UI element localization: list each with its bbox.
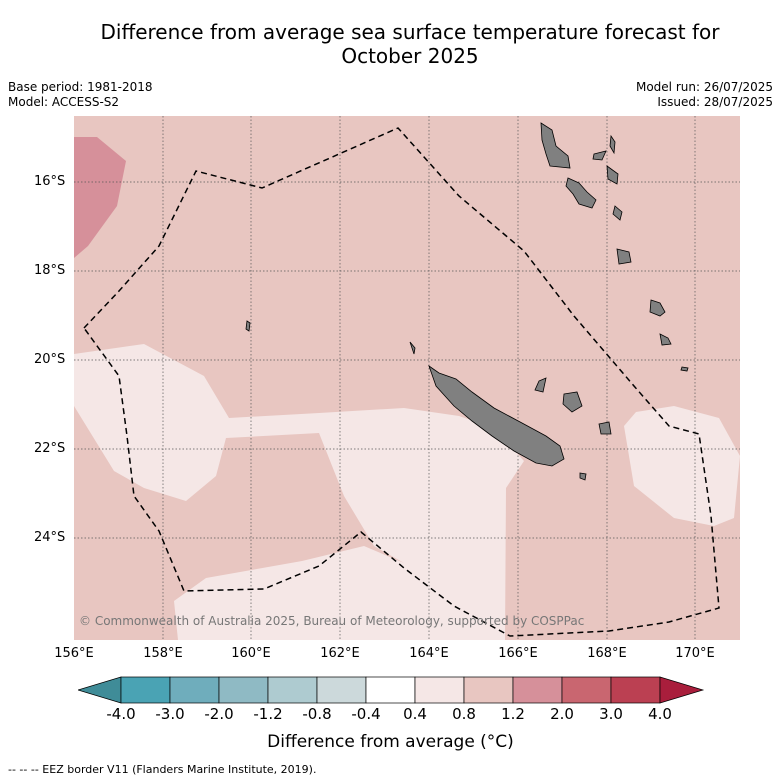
colorbar-segment — [610, 676, 661, 704]
isle-of-pines — [579, 472, 587, 481]
sst-anomaly-map[interactable] — [74, 116, 740, 640]
colorbar-label: 2.0 — [550, 705, 574, 723]
new-caledonia-mainland — [428, 364, 565, 467]
colorbar-label: 0.4 — [403, 705, 427, 723]
maewo-island — [609, 134, 616, 155]
colorbar-segment — [463, 676, 514, 704]
lat-tick-24s: 24°S — [34, 530, 66, 545]
ouvea-island — [534, 377, 547, 393]
ambae-island — [592, 150, 607, 161]
lat-tick-20s: 20°S — [34, 352, 66, 367]
malakula-island — [565, 177, 597, 209]
title-line-2: October 2025 — [341, 44, 479, 68]
colorbar-segment — [561, 676, 612, 704]
copyright-notice: © Commonwealth of Australia 2025, Bureau… — [79, 614, 585, 628]
colorbar-segment — [120, 676, 171, 704]
colorbar-label: 0.8 — [452, 705, 476, 723]
pentecost-island — [606, 165, 619, 185]
lon-tick-160e: 160°E — [231, 646, 271, 661]
colorbar-label: 4.0 — [648, 705, 672, 723]
lifou-island — [562, 391, 583, 413]
colorbar — [78, 676, 705, 704]
colorbar-label: -0.8 — [302, 705, 332, 723]
graticule — [74, 116, 740, 640]
lon-tick-168e: 168°E — [587, 646, 627, 661]
colorbar-label: 3.0 — [599, 705, 623, 723]
colorbar-extend-high — [659, 676, 705, 704]
colorbar-segment — [169, 676, 220, 704]
lat-tick-22s: 22°S — [34, 441, 66, 456]
anomaly-patch-0p4-0p8 — [74, 344, 524, 640]
model-run: Model run: 26/07/2025 — [635, 80, 773, 94]
epi-island — [612, 205, 623, 221]
lon-tick-158e: 158°E — [143, 646, 183, 661]
title-line-1: Difference from average sea surface temp… — [100, 20, 720, 44]
map-title: Difference from average sea surface temp… — [40, 20, 780, 68]
colorbar-label: 1.2 — [501, 705, 525, 723]
colorbar-label: -3.0 — [155, 705, 185, 723]
colorbar-segment — [365, 676, 416, 704]
lat-tick-18s: 18°S — [34, 263, 66, 278]
land-masses — [245, 122, 689, 481]
lon-tick-170e: 170°E — [675, 646, 715, 661]
belep-islet — [409, 341, 416, 355]
colorbar-label: -2.0 — [204, 705, 234, 723]
colorbar-segment — [218, 676, 269, 704]
lon-tick-166e: 166°E — [498, 646, 538, 661]
model-name: Model: ACCESS-S2 — [8, 95, 120, 109]
mare-island — [598, 421, 612, 435]
eez-footnote: -- -- -- EEZ border V11 (Flanders Marine… — [8, 763, 317, 776]
colorbar-segment — [414, 676, 465, 704]
aneityum-island — [680, 366, 689, 372]
colorbar-label: -0.4 — [351, 705, 381, 723]
anomaly-patch-0p4-0p8-east — [624, 406, 740, 526]
lat-tick-16s: 16°S — [34, 174, 66, 189]
issued-date: Issued: 28/07/2025 — [657, 95, 773, 109]
meta-right: Model run: 26/07/2025 Issued: 28/07/2025 — [636, 80, 773, 110]
base-period: Base period: 1981-2018 — [8, 80, 153, 94]
chesterfield-islet — [245, 320, 251, 332]
eez-border — [83, 127, 720, 637]
tanna-island — [659, 333, 672, 346]
erromango-island — [649, 299, 666, 317]
meta-left: Base period: 1981-2018 Model: ACCESS-S2 — [8, 80, 153, 110]
colorbar-extend-low — [78, 676, 122, 704]
lon-tick-162e: 162°E — [320, 646, 360, 661]
colorbar-segment — [316, 676, 367, 704]
colorbar-segment — [267, 676, 318, 704]
colorbar-title: Difference from average (°C) — [267, 732, 514, 752]
efate-island — [616, 248, 632, 265]
colorbar-label: -4.0 — [106, 705, 136, 723]
colorbar-segment — [512, 676, 563, 704]
lon-tick-156e: 156°E — [54, 646, 94, 661]
anomaly-patch-1p2-2p0 — [74, 137, 126, 258]
lon-tick-164e: 164°E — [409, 646, 449, 661]
colorbar-label: -1.2 — [253, 705, 283, 723]
espiritu-santo-island — [540, 122, 571, 169]
